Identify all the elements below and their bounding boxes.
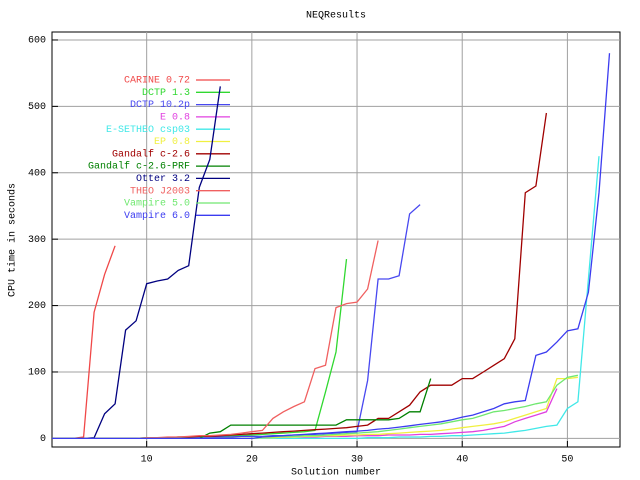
legend-label: E-SETHEO csp03 bbox=[106, 125, 190, 136]
y-tick-label: 0 bbox=[40, 434, 46, 445]
x-tick-label: 50 bbox=[561, 455, 573, 466]
series-line bbox=[52, 259, 348, 440]
series-line bbox=[52, 86, 221, 440]
y-tick-label: 100 bbox=[28, 368, 46, 379]
legend-label: Vampire 5.0 bbox=[124, 198, 190, 210]
x-tick-label: 40 bbox=[456, 455, 468, 466]
y-axis-label: CPU time in seconds bbox=[7, 183, 19, 297]
legend-label: Gandalf c-2.6-PRF bbox=[88, 161, 190, 173]
y-tick-label: 300 bbox=[28, 235, 46, 246]
series-line bbox=[52, 53, 611, 440]
legend-label: EP 0.8 bbox=[154, 137, 190, 148]
legend-label: Otter 3.2 bbox=[136, 174, 190, 185]
legend-label: E 0.8 bbox=[160, 113, 190, 124]
series-line bbox=[52, 240, 379, 440]
x-axis-label: Solution number bbox=[291, 467, 381, 479]
series-line bbox=[52, 204, 421, 440]
chart-title: NEQResults bbox=[306, 10, 366, 22]
legend-label: DCTP 1.3 bbox=[142, 88, 190, 99]
legend-label: CARINE 0.72 bbox=[124, 76, 190, 87]
y-tick-label: 600 bbox=[28, 36, 46, 47]
legend-label: DCTP 10.2p bbox=[130, 100, 190, 111]
x-tick-label: 20 bbox=[246, 455, 258, 466]
series-line bbox=[52, 245, 116, 440]
legend-label: THEO J2003 bbox=[130, 186, 190, 197]
legend-label: Vampire 6.0 bbox=[124, 210, 190, 222]
y-tick-label: 200 bbox=[28, 301, 46, 312]
y-tick-label: 500 bbox=[28, 102, 46, 113]
legend-label: Gandalf c-2.6 bbox=[112, 148, 190, 160]
x-tick-label: 30 bbox=[351, 455, 363, 466]
y-tick-label: 400 bbox=[28, 168, 46, 179]
x-tick-label: 10 bbox=[141, 455, 153, 466]
